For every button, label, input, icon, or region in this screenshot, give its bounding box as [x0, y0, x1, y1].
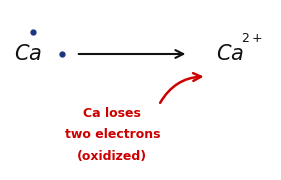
- Text: $\mathit{Ca}$: $\mathit{Ca}$: [216, 44, 244, 64]
- Text: (oxidized): (oxidized): [77, 150, 148, 163]
- Text: $\mathit{Ca}$: $\mathit{Ca}$: [14, 44, 42, 64]
- Text: $\mathit{2+}$: $\mathit{2+}$: [241, 32, 262, 45]
- Text: two electrons: two electrons: [65, 129, 160, 141]
- Text: Ca loses: Ca loses: [83, 107, 141, 120]
